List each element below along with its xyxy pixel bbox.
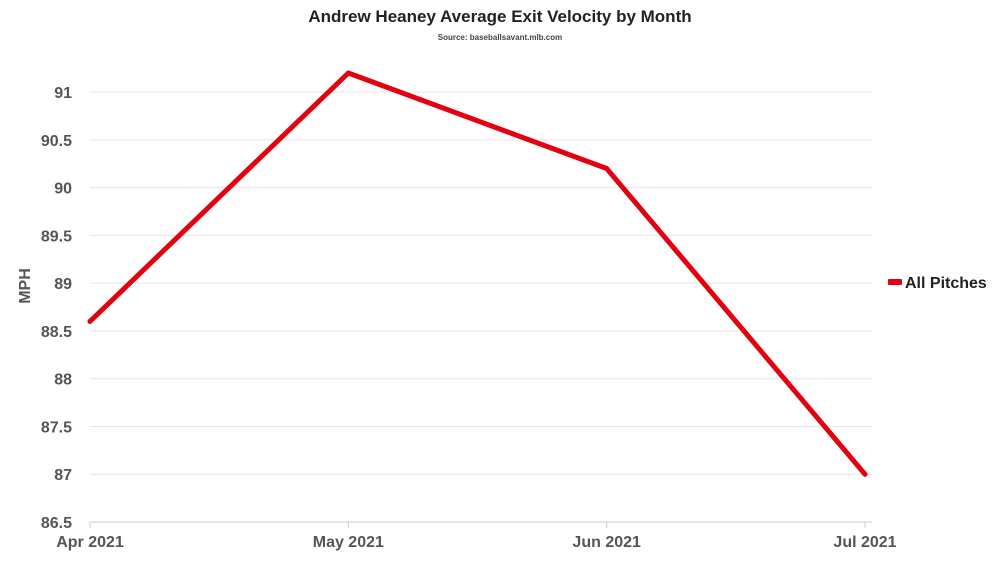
y-tick-label: 89 — [54, 276, 72, 293]
legend-swatch — [888, 279, 902, 285]
chart-subtitle: Source: baseballsavant.mlb.com — [438, 33, 563, 42]
legend[interactable]: All Pitches — [888, 275, 987, 292]
y-tick-label: 88 — [54, 372, 72, 389]
y-tick-label: 86.5 — [41, 515, 72, 532]
y-tick-label: 87.5 — [41, 419, 72, 436]
data-point[interactable] — [87, 318, 93, 324]
y-tick-label: 91 — [54, 85, 72, 102]
data-point[interactable] — [604, 166, 610, 172]
series-group — [87, 70, 868, 477]
series-line-all-pitches — [87, 70, 868, 477]
x-tick-label: Jun 2021 — [572, 534, 641, 551]
y-tick-label: 89.5 — [41, 228, 72, 245]
y-tick-label: 88.5 — [41, 324, 72, 341]
grid-lines — [90, 91, 872, 523]
y-axis-ticks: 86.5 87 87.5 88 88.5 89 89.5 90 90.5 91 — [41, 85, 72, 532]
y-tick-label: 90.5 — [41, 133, 72, 150]
data-point[interactable] — [345, 70, 351, 76]
x-tick-label: Jul 2021 — [833, 534, 896, 551]
x-tick-label: Apr 2021 — [56, 534, 124, 551]
data-point[interactable] — [862, 471, 868, 477]
chart-title: Andrew Heaney Average Exit Velocity by M… — [308, 7, 691, 26]
x-tick-label: May 2021 — [313, 534, 384, 551]
y-tick-label: 87 — [54, 467, 72, 484]
y-tick-label: 90 — [54, 181, 72, 198]
y-axis-title: MPH — [17, 268, 34, 304]
x-axis-ticks: Apr 2021 May 2021 Jun 2021 Jul 2021 — [56, 521, 897, 551]
legend-label[interactable]: All Pitches — [905, 275, 987, 292]
